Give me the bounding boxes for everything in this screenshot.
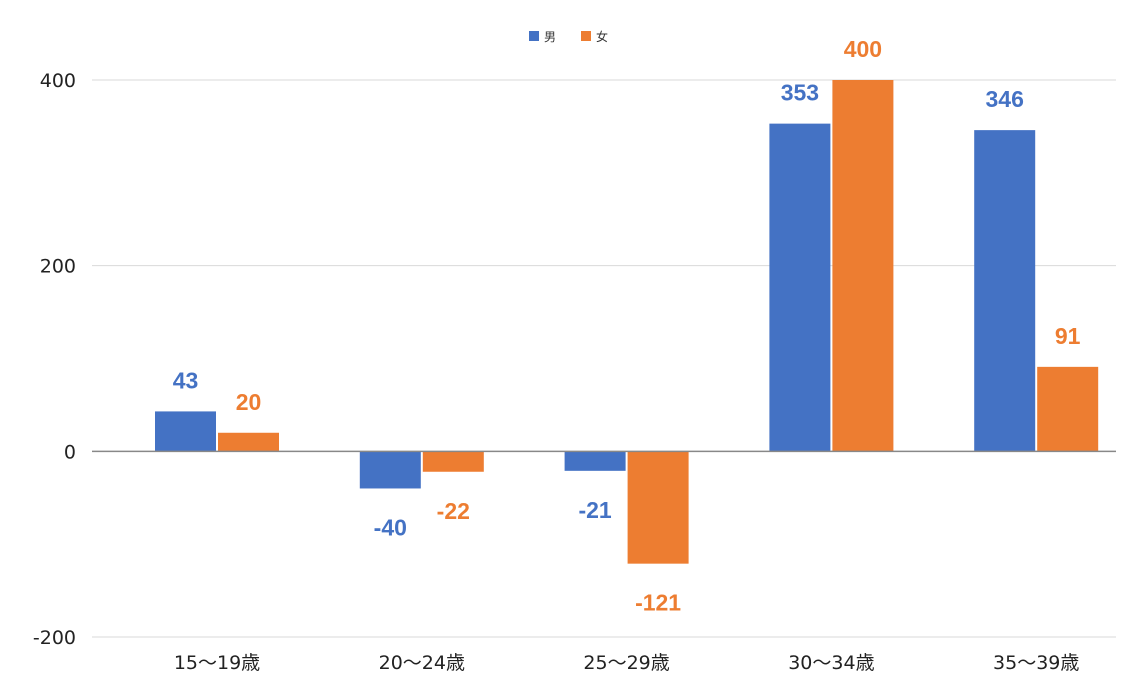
y-tick-label: -200 xyxy=(33,627,76,649)
legend-swatch xyxy=(581,31,591,41)
bar-female[interactable] xyxy=(627,451,689,564)
legend-swatch xyxy=(529,31,539,41)
data-label: -22 xyxy=(437,498,470,524)
y-tick-label: 200 xyxy=(40,256,76,278)
data-label: -121 xyxy=(635,590,681,616)
data-label: 43 xyxy=(173,367,199,393)
data-label: -40 xyxy=(374,514,407,540)
bar-male[interactable] xyxy=(155,411,216,452)
bars xyxy=(155,80,1099,564)
bar-female[interactable] xyxy=(1037,366,1099,452)
bar-male[interactable] xyxy=(974,130,1036,452)
x-category-label: 30〜34歳 xyxy=(788,652,874,674)
y-tick-label: 0 xyxy=(64,441,76,463)
bar-female[interactable] xyxy=(422,451,484,472)
gridlines xyxy=(92,79,1116,638)
data-label: 400 xyxy=(844,36,882,62)
bar-female[interactable] xyxy=(218,432,279,452)
bar-male[interactable] xyxy=(359,451,421,489)
bar-male[interactable] xyxy=(564,451,626,471)
data-label: 20 xyxy=(236,389,262,415)
data-labels: 43 -40 -21 353 346 20 -22 -121 400 91 xyxy=(173,36,1081,616)
legend-label: 女 xyxy=(596,29,608,44)
bar-male[interactable] xyxy=(769,123,831,452)
x-axis-categories: 15〜19歳 20〜24歳 25〜29歳 30〜34歳 35〜39歳 xyxy=(174,652,1080,674)
data-label: -21 xyxy=(578,497,611,523)
bar-female[interactable] xyxy=(832,80,894,452)
x-category-label: 25〜29歳 xyxy=(583,652,669,674)
x-category-label: 35〜39歳 xyxy=(993,652,1079,674)
data-label: 353 xyxy=(781,80,819,106)
legend-item-male[interactable]: 男 xyxy=(529,30,556,44)
data-label: 91 xyxy=(1055,323,1081,349)
y-tick-label: 400 xyxy=(40,70,76,92)
data-label: 346 xyxy=(986,86,1024,112)
x-category-label: 20〜24歳 xyxy=(379,652,465,674)
x-category-label: 15〜19歳 xyxy=(174,652,260,674)
legend-label: 男 xyxy=(544,30,556,44)
legend[interactable]: 男女 xyxy=(529,29,608,44)
y-axis-ticks: -200 0 200 400 xyxy=(33,70,76,649)
legend-item-female[interactable]: 女 xyxy=(581,29,608,44)
